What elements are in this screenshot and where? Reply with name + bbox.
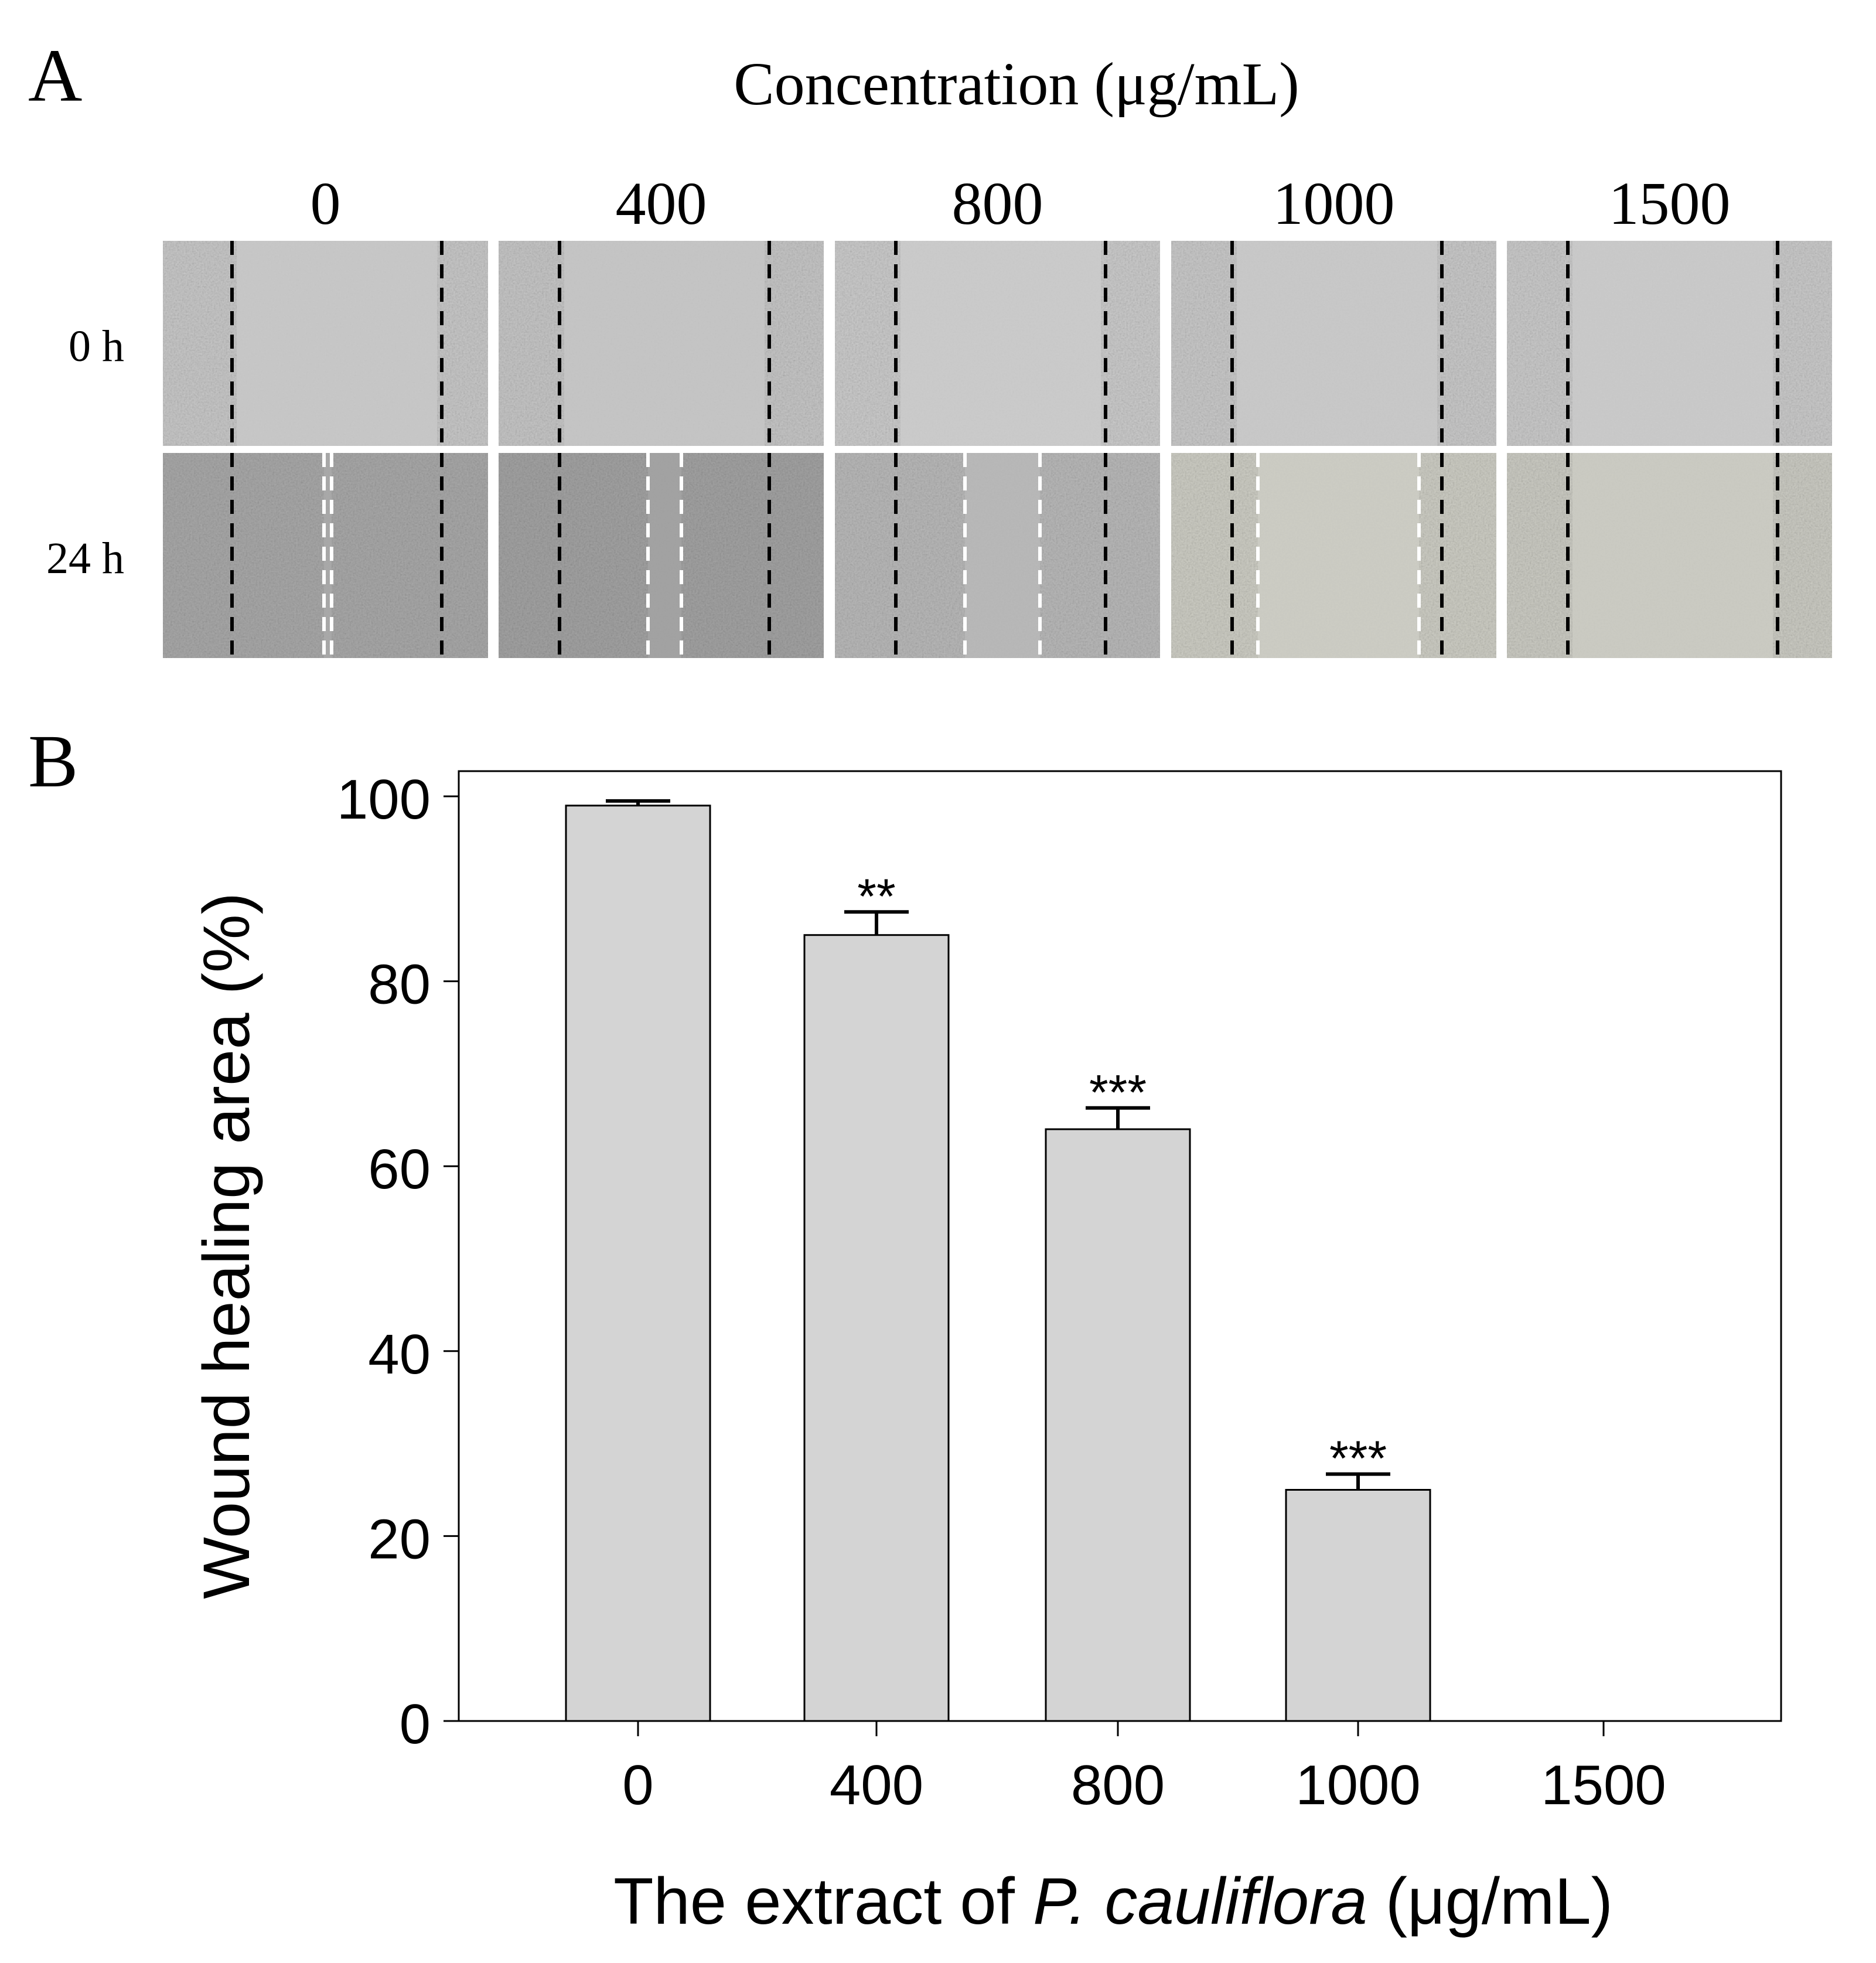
significance-label: ** bbox=[857, 868, 895, 923]
bar bbox=[803, 934, 950, 1722]
wound-gap bbox=[965, 453, 1040, 658]
significance-label: *** bbox=[1089, 1065, 1147, 1120]
wound-gap bbox=[1573, 241, 1773, 446]
panel-a-label: A bbox=[28, 34, 82, 117]
panel-b-label: B bbox=[28, 720, 78, 803]
y-tick-label: 0 bbox=[400, 1693, 431, 1756]
bar-series: ******** bbox=[565, 799, 1431, 1722]
concentration-label: 0 bbox=[311, 170, 341, 237]
x-axis-label-species: P. cauliflora bbox=[1033, 1865, 1367, 1938]
concentration-labels: 0 400 800 1000 1500 bbox=[311, 170, 1731, 237]
wound-gap bbox=[1573, 453, 1773, 658]
wound-gap bbox=[1237, 241, 1437, 446]
x-axis-label-suffix: (μg/mL) bbox=[1367, 1865, 1613, 1938]
micrograph-tile bbox=[1171, 453, 1496, 658]
concentration-label: 1000 bbox=[1273, 170, 1395, 237]
y-axis-label: Wound healing area (%) bbox=[190, 892, 263, 1599]
concentration-label: 400 bbox=[616, 170, 707, 237]
micrograph-grid bbox=[163, 241, 1832, 658]
wound-gap bbox=[901, 241, 1101, 446]
micrograph-tile bbox=[163, 453, 488, 658]
y-tick-label: 80 bbox=[368, 953, 431, 1016]
time-label: 0 h bbox=[69, 322, 124, 371]
micrograph-tile bbox=[1171, 241, 1496, 446]
y-tick-label: 100 bbox=[337, 768, 431, 831]
concentration-label: 800 bbox=[952, 170, 1043, 237]
x-axis-label: The extract of P. cauliflora (μg/mL) bbox=[613, 1865, 1613, 1938]
wound-gap bbox=[648, 453, 681, 658]
x-tick-label: 0 bbox=[622, 1754, 653, 1817]
bar bbox=[565, 805, 711, 1722]
time-label: 24 h bbox=[46, 534, 124, 583]
x-tick-label: 1000 bbox=[1295, 1754, 1421, 1817]
micrograph-tile bbox=[163, 241, 488, 446]
wound-gap bbox=[1258, 453, 1419, 658]
x-tick-label: 800 bbox=[1071, 1754, 1165, 1817]
micrograph-tile bbox=[835, 241, 1160, 446]
concentration-label: 1500 bbox=[1609, 170, 1731, 237]
x-tick-label: 400 bbox=[830, 1754, 923, 1817]
y-tick-label: 20 bbox=[368, 1508, 431, 1570]
x-axis-label-prefix: The extract of bbox=[613, 1865, 1033, 1938]
y-tick-label: 40 bbox=[368, 1323, 431, 1386]
wound-gap bbox=[324, 453, 332, 658]
wound-gap bbox=[564, 241, 765, 446]
x-tick-label: 1500 bbox=[1541, 1754, 1666, 1817]
wound-gap bbox=[237, 241, 437, 446]
x-axis-ticks: 0 400 800 1000 1500 bbox=[622, 1721, 1666, 1817]
bar bbox=[1285, 1489, 1431, 1722]
y-axis-ticks: 0 20 40 60 80 100 bbox=[337, 768, 459, 1756]
bar bbox=[1045, 1128, 1191, 1722]
micrograph-tile bbox=[1507, 241, 1832, 446]
significance-label: *** bbox=[1329, 1431, 1387, 1486]
y-tick-label: 60 bbox=[368, 1138, 431, 1201]
micrograph-tile bbox=[1507, 453, 1832, 658]
micrograph-tile bbox=[499, 241, 824, 446]
time-labels: 0 h 24 h bbox=[46, 322, 124, 583]
micrograph-tile bbox=[835, 453, 1160, 658]
micrograph-tile bbox=[499, 453, 824, 658]
panel-a-title: Concentration (μg/mL) bbox=[734, 50, 1299, 118]
